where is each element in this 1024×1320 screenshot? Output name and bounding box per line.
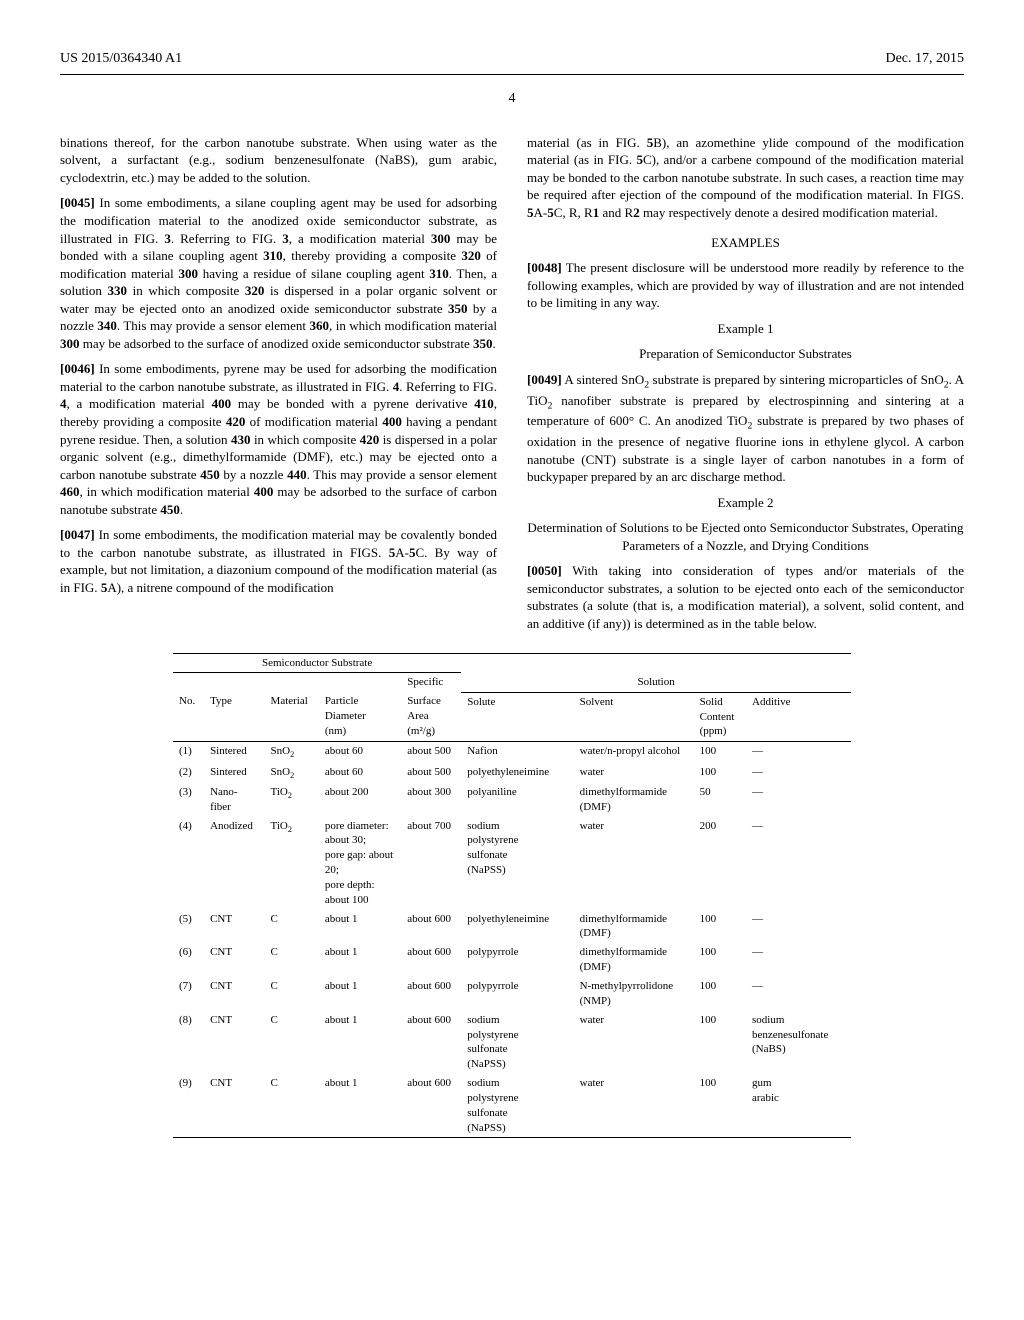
example-2-subheading: Determination of Solutions to be Ejected… [527, 519, 964, 554]
table-row: (6)CNTCabout 1about 600polypyrroledimeth… [173, 943, 851, 977]
paragraph-0050: [0050] With taking into consideration of… [527, 562, 964, 632]
col-additive: Additive [746, 692, 851, 742]
para-num: [0049] [527, 372, 562, 387]
para-text: A sintered SnO2 substrate is prepared by… [527, 372, 964, 484]
col-type: Type [204, 692, 264, 742]
para-text: In some embodiments, a silane coupling a… [60, 195, 497, 350]
paragraph-0046: [0046] In some embodiments, pyrene may b… [60, 360, 497, 518]
publication-number: US 2015/0364340 A1 [60, 50, 182, 69]
col-solute: Solute [461, 692, 573, 742]
table-row: (7)CNTCabout 1about 600polypyrroleN-meth… [173, 977, 851, 1011]
para-text: With taking into consideration of types … [527, 563, 964, 631]
page-number: 4 [60, 90, 964, 109]
para-num: [0045] [60, 195, 95, 210]
body-columns: binations thereof, for the carbon nanotu… [60, 134, 964, 633]
table-row: (2)SinteredSnO2about 60about 500polyethy… [173, 763, 851, 783]
paragraph-0048: [0048] The present disclosure will be un… [527, 259, 964, 312]
para-num: [0047] [60, 527, 95, 542]
examples-heading: EXAMPLES [527, 234, 964, 252]
table-row: (4)AnodizedTiO2pore diameter: about 30;p… [173, 817, 851, 910]
paragraph-0045: [0045] In some embodiments, a silane cou… [60, 194, 497, 352]
paragraph-0047-cont: material (as in FIG. 5B), an azomethine … [527, 134, 964, 222]
substrate-solution-table: Semiconductor Substrate Specific Solutio… [60, 653, 964, 1139]
para-num: [0046] [60, 361, 95, 376]
page-header: US 2015/0364340 A1 Dec. 17, 2015 [60, 50, 964, 69]
table-row: (9)CNTCabout 1about 600sodiumpolystyrene… [173, 1074, 851, 1138]
example-2-heading: Example 2 [527, 494, 964, 512]
col-diameter: ParticleDiameter(nm) [319, 692, 401, 742]
table-group-head-substrate: Semiconductor Substrate [173, 653, 461, 673]
para-text: The present disclosure will be understoo… [527, 260, 964, 310]
example-1-heading: Example 1 [527, 320, 964, 338]
publication-date: Dec. 17, 2015 [885, 50, 964, 69]
col-material: Material [265, 692, 319, 742]
table-row: (8)CNTCabout 1about 600sodiumpolystyrene… [173, 1011, 851, 1074]
table-row: (3)Nano-fiberTiO2about 200about 300polya… [173, 783, 851, 817]
para-text: In some embodiments, the modification ma… [60, 527, 497, 595]
header-rule [60, 74, 964, 75]
col-specific: Specific [401, 673, 461, 692]
para-num: [0050] [527, 563, 562, 578]
col-no: No. [173, 692, 204, 742]
para-num: [0048] [527, 260, 562, 275]
col-solvent: Solvent [574, 692, 694, 742]
col-area: SurfaceArea(m²/g) [401, 692, 461, 742]
table-row: (5)CNTCabout 1about 600polyethyleneimine… [173, 910, 851, 944]
table-group-head-solution: Solution [461, 673, 851, 692]
paragraph-0047: [0047] In some embodiments, the modifica… [60, 526, 497, 596]
col-solid: SolidContent(ppm) [694, 692, 746, 742]
table-row: (1)SinteredSnO2about 60about 500Nafionwa… [173, 742, 851, 763]
example-1-subheading: Preparation of Semiconductor Substrates [527, 345, 964, 363]
paragraph-continuation: binations thereof, for the carbon nanotu… [60, 134, 497, 187]
paragraph-0049: [0049] A sintered SnO2 substrate is prep… [527, 371, 964, 486]
para-text: In some embodiments, pyrene may be used … [60, 361, 497, 516]
